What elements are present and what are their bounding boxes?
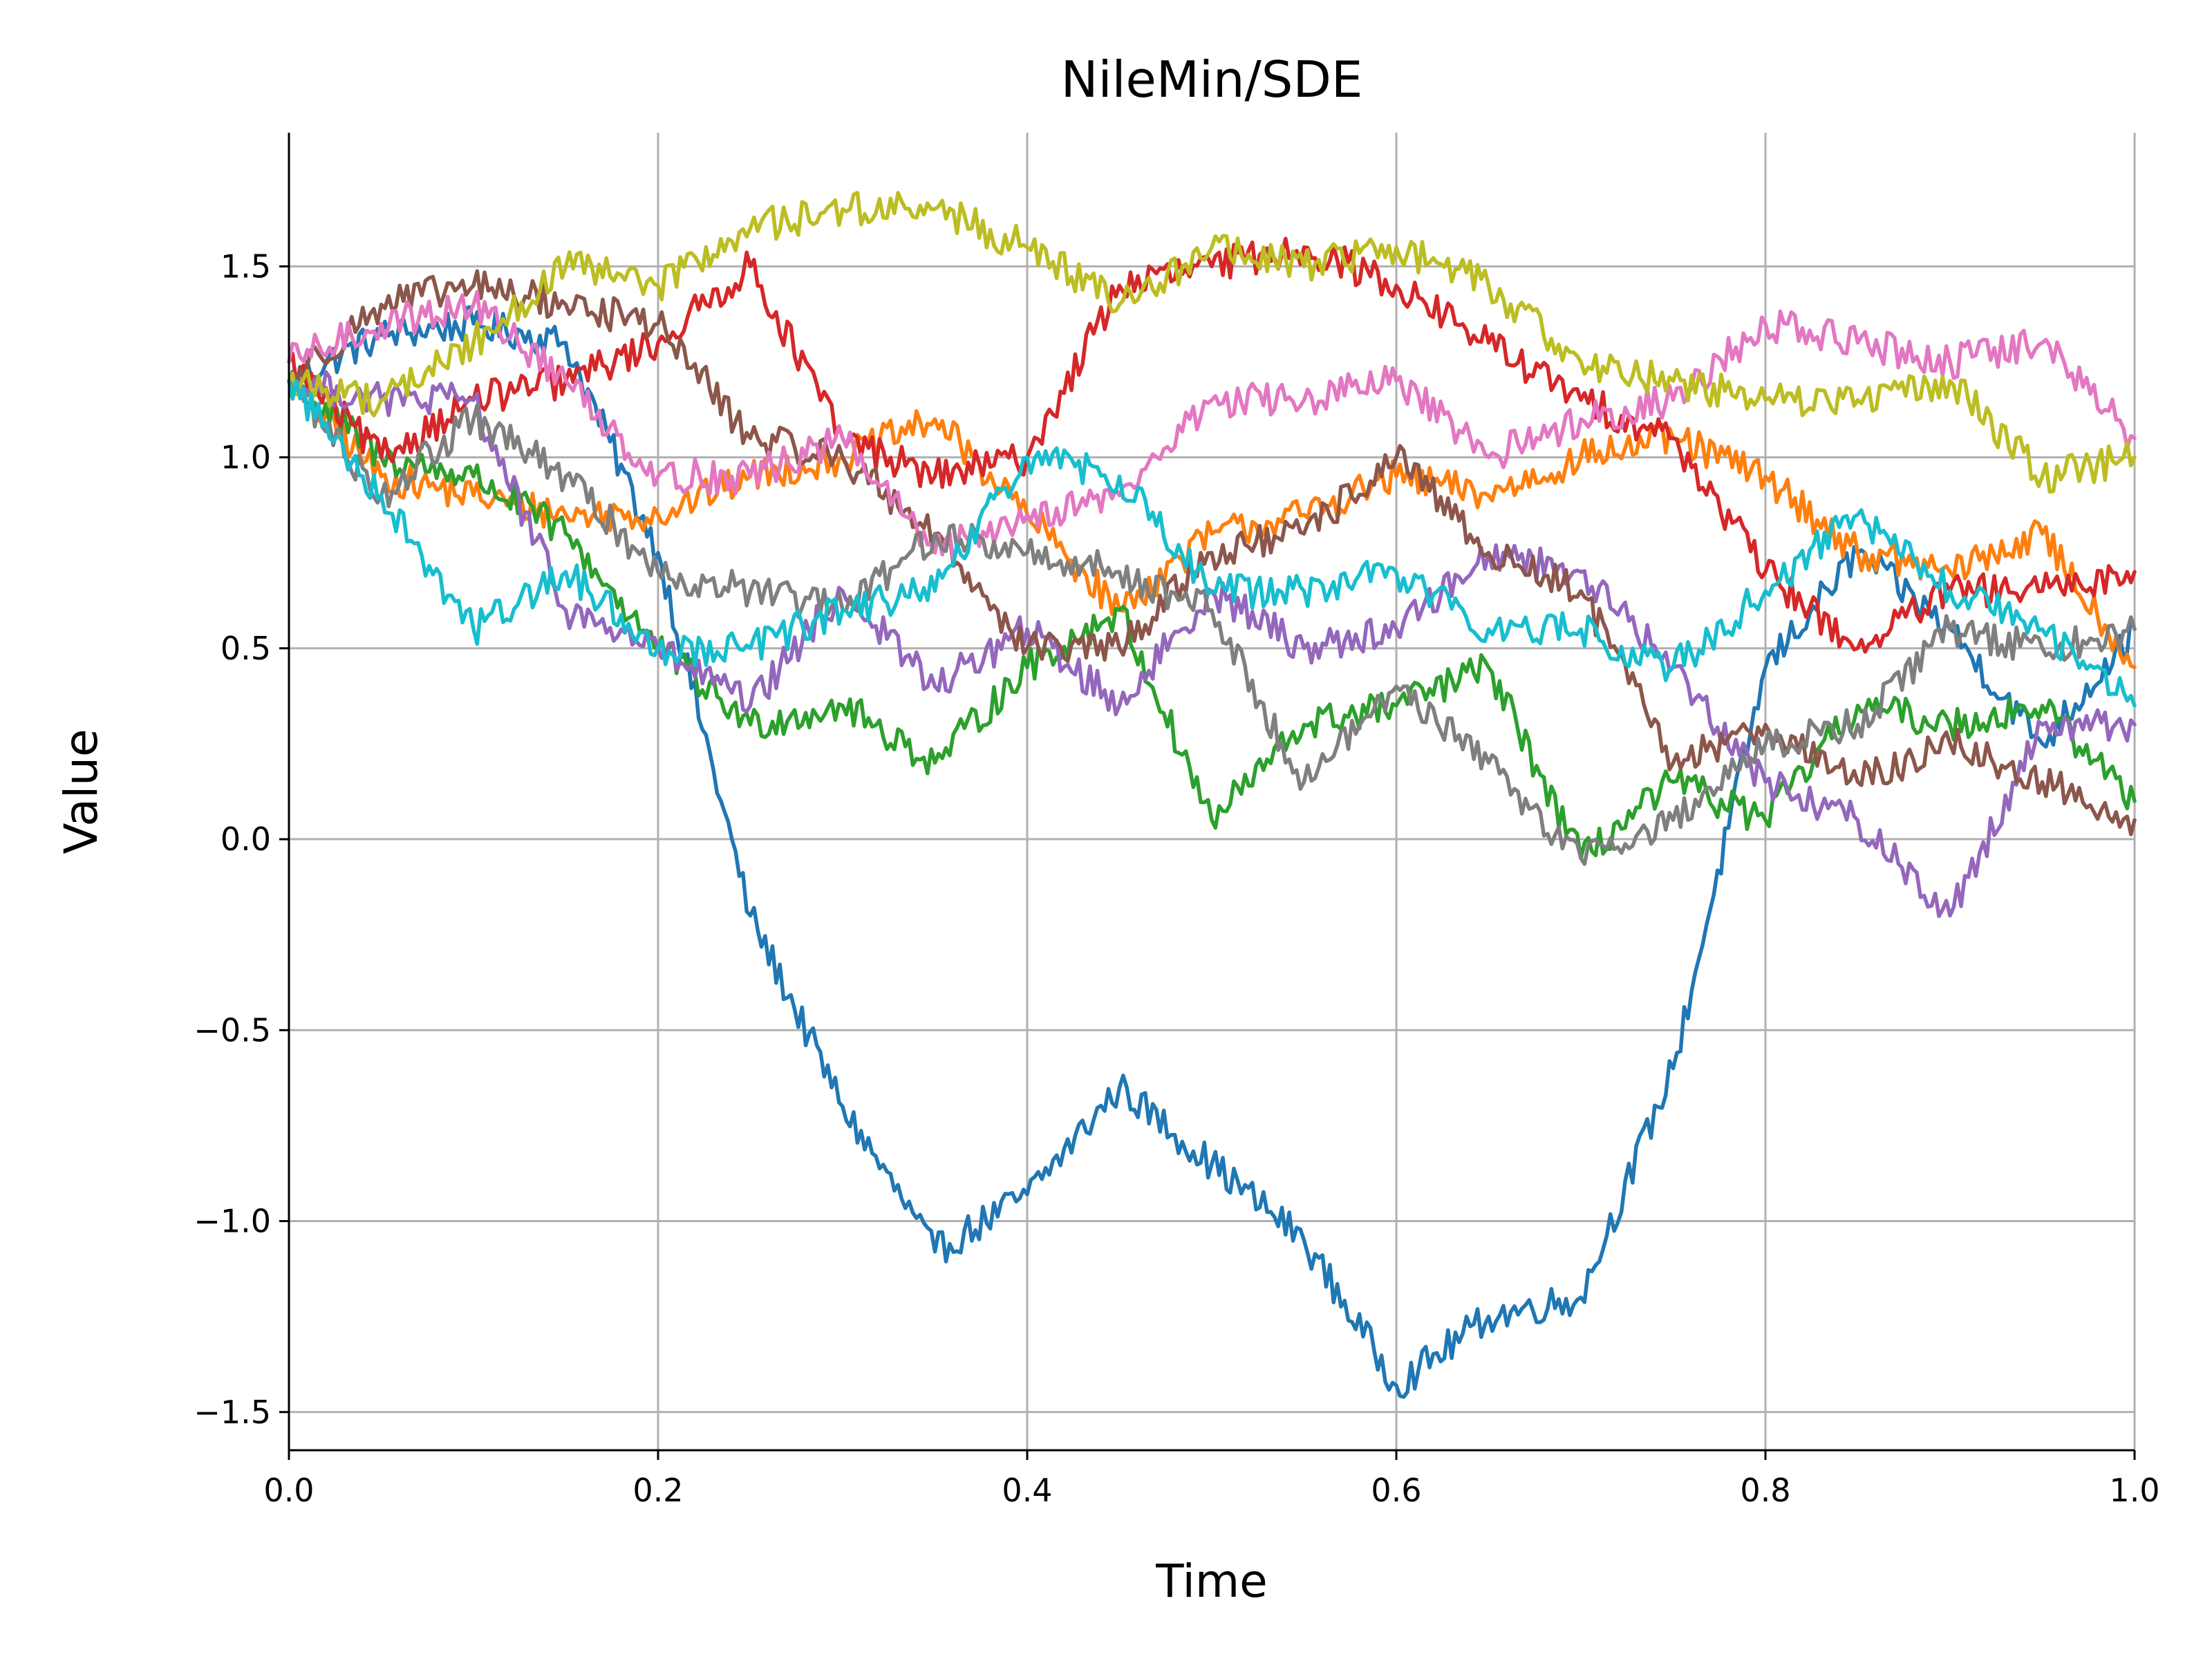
grid-lines (288, 133, 2136, 1450)
series-line-1 (287, 305, 2137, 1399)
series-line-4 (287, 236, 2137, 654)
y-axis-label: Value (55, 729, 108, 854)
series-line-8 (287, 379, 2137, 866)
x-tick-label: 0.4 (1002, 1472, 1052, 1509)
ticks: 0.0 0.2 0.4 0.6 0.8 1.0 −1.5 −1.0 −0.5 0.0 0.5 1.0 1… (194, 247, 2159, 1509)
y-tick-label: 0.5 (221, 630, 271, 667)
axes (288, 133, 2135, 1452)
x-axis-label: Time (1155, 1555, 1268, 1608)
x-tick-label: 1.0 (2109, 1472, 2159, 1509)
series-line-2 (287, 375, 2137, 670)
series-line-6 (287, 269, 2137, 836)
y-tick-label: 1.0 (221, 439, 271, 476)
y-tick-label: −1.5 (194, 1394, 271, 1431)
series-line-3 (287, 379, 2137, 861)
x-tick-label: 0.8 (1740, 1472, 1790, 1509)
x-tick-label: 0.6 (1371, 1472, 1421, 1509)
x-tick-label: 0.0 (263, 1472, 314, 1509)
chart-title: NileMin/SDE (1061, 50, 1363, 109)
y-tick-label: −1.0 (194, 1203, 271, 1240)
y-tick-label: 0.0 (221, 821, 271, 858)
x-tick-label: 0.2 (632, 1472, 683, 1509)
y-tick-label: −0.5 (194, 1011, 271, 1049)
series-line-10 (287, 379, 2137, 708)
y-tick-label: 1.5 (221, 247, 271, 285)
series-lines (287, 191, 2137, 1399)
series-line-9 (287, 191, 2137, 494)
series-line-7 (287, 290, 2137, 563)
